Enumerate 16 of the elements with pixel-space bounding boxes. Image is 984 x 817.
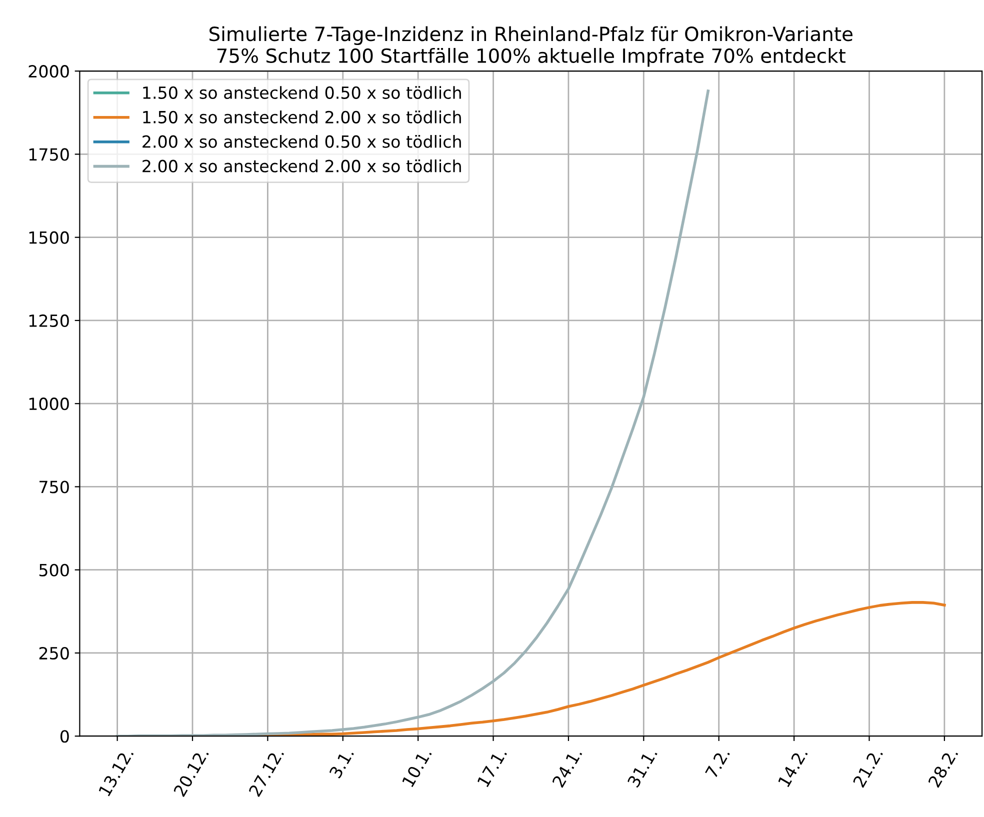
y-tick-label: 0 [60,730,69,743]
legend-label: 1.50 x so ansteckend 2.00 x so tödlich [143,110,461,124]
x-tick-label: 7.2. [704,748,730,779]
legend-label: 2.00 x so ansteckend 2.00 x so tödlich [142,159,461,172]
legend-label: 1.50 x so ansteckend 0.50 x so tödlich [143,86,461,99]
y-tick-label: 1000 [29,398,69,410]
y-tick-label: 750 [40,480,69,494]
y-tick-label: 1750 [29,148,69,161]
y-tick-label: 500 [39,564,69,576]
y-tick-label: 250 [39,646,69,660]
legend-label: 2.00 x so ansteckend 0.50 x so tödlich [142,135,461,148]
y-tick-label: 1500 [29,231,69,244]
y-tick-label: 1250 [29,314,69,328]
y-tick-label: 2000 [28,65,69,78]
chart-title: Simulierte 7-Tage-Inzidenz in Rheinland-Pfalz für Omikron-Variante 75% Schutz 100 Startfälle 100% aktuelle Impfrate 70% entdeckt [210,26,852,67]
x-tick-label: 3.1. [328,748,354,779]
